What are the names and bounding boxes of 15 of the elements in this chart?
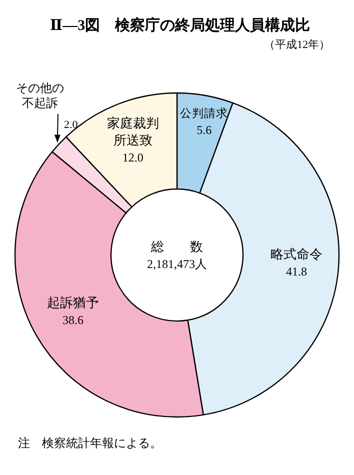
- text: 2,181,473人: [147, 257, 207, 271]
- data-label: 2.0: [64, 119, 78, 131]
- chart-title: Ⅱ—3図 検察庁の終局処理人員構成比: [50, 16, 310, 34]
- text: 注 検察統計年報による。: [18, 436, 162, 450]
- data-label: 5.6: [196, 123, 212, 138]
- data-label: 38.6: [62, 312, 84, 327]
- slice-label: その他の不起訴: [16, 81, 64, 110]
- slice-label: 起訴猶予: [46, 294, 99, 310]
- slice-label: 公判請求: [180, 107, 228, 120]
- data-label: 12.0: [122, 150, 144, 164]
- text: 総 数: [150, 239, 203, 254]
- data-label: 41.8: [286, 264, 307, 278]
- slice-label: 家庭裁判所送致: [106, 115, 159, 148]
- chart-subtitle: （平成12年）: [264, 38, 330, 51]
- slice-label: 略式命令: [270, 246, 322, 262]
